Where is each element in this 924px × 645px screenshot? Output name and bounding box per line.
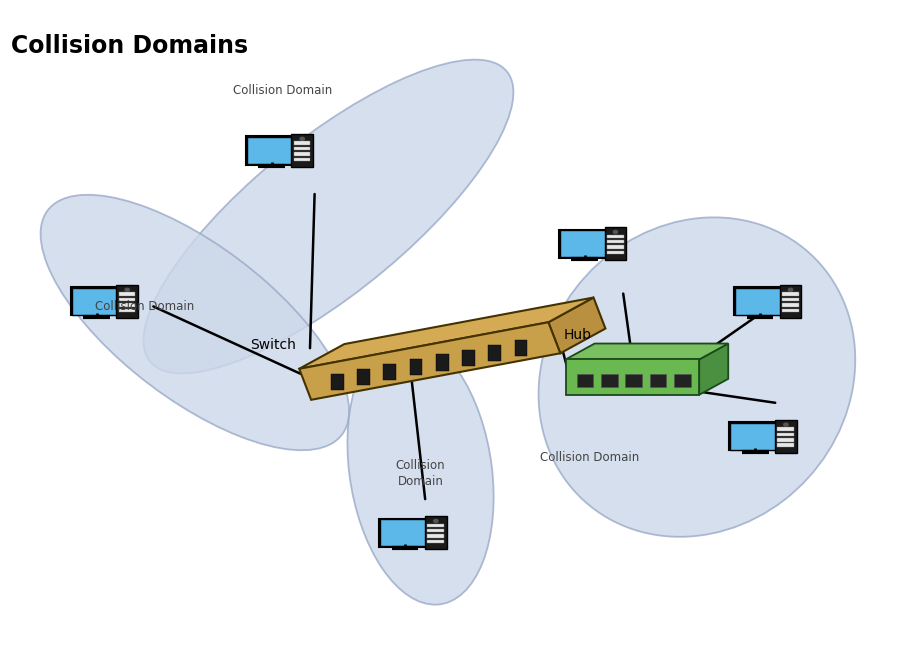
FancyBboxPatch shape: [560, 230, 610, 257]
Circle shape: [614, 230, 617, 233]
Circle shape: [433, 519, 438, 522]
Polygon shape: [436, 355, 449, 370]
Polygon shape: [358, 369, 370, 385]
FancyBboxPatch shape: [782, 303, 798, 306]
Polygon shape: [515, 340, 528, 356]
FancyBboxPatch shape: [782, 308, 798, 312]
Text: Hub: Hub: [563, 328, 591, 342]
FancyBboxPatch shape: [602, 373, 617, 386]
Text: Collision Domain: Collision Domain: [94, 300, 194, 313]
FancyBboxPatch shape: [425, 516, 446, 550]
FancyBboxPatch shape: [294, 152, 310, 155]
FancyBboxPatch shape: [777, 444, 794, 447]
FancyBboxPatch shape: [427, 535, 444, 538]
FancyBboxPatch shape: [777, 433, 794, 436]
FancyBboxPatch shape: [607, 235, 624, 238]
FancyBboxPatch shape: [577, 373, 593, 386]
Polygon shape: [488, 344, 501, 361]
Text: Collision
Domain: Collision Domain: [395, 459, 445, 488]
FancyBboxPatch shape: [427, 540, 444, 543]
FancyBboxPatch shape: [380, 519, 431, 546]
Text: Collision Domain: Collision Domain: [233, 83, 332, 97]
Polygon shape: [299, 297, 593, 369]
FancyBboxPatch shape: [294, 147, 310, 150]
FancyBboxPatch shape: [427, 529, 444, 532]
Polygon shape: [565, 344, 728, 359]
FancyBboxPatch shape: [782, 298, 798, 301]
Polygon shape: [383, 364, 396, 381]
FancyBboxPatch shape: [607, 240, 624, 243]
FancyBboxPatch shape: [626, 373, 642, 386]
FancyBboxPatch shape: [291, 134, 313, 167]
FancyBboxPatch shape: [118, 292, 136, 296]
Text: Collision Domains: Collision Domains: [10, 34, 248, 58]
FancyBboxPatch shape: [118, 298, 136, 301]
FancyBboxPatch shape: [427, 524, 444, 527]
Ellipse shape: [539, 217, 856, 537]
FancyBboxPatch shape: [775, 420, 796, 453]
Polygon shape: [548, 297, 605, 353]
Polygon shape: [299, 322, 560, 400]
FancyBboxPatch shape: [118, 308, 136, 312]
FancyBboxPatch shape: [294, 141, 310, 145]
FancyBboxPatch shape: [118, 303, 136, 306]
Text: Collision Domain: Collision Domain: [540, 451, 638, 464]
Circle shape: [784, 423, 788, 426]
FancyBboxPatch shape: [604, 227, 626, 261]
FancyBboxPatch shape: [294, 157, 310, 161]
Ellipse shape: [143, 59, 514, 373]
FancyBboxPatch shape: [116, 284, 138, 318]
FancyBboxPatch shape: [71, 288, 122, 315]
Polygon shape: [699, 344, 728, 395]
FancyBboxPatch shape: [777, 427, 794, 431]
Polygon shape: [565, 359, 699, 395]
Circle shape: [300, 137, 304, 141]
Circle shape: [125, 288, 129, 292]
FancyBboxPatch shape: [674, 373, 690, 386]
Polygon shape: [331, 374, 344, 390]
FancyBboxPatch shape: [607, 251, 624, 254]
FancyBboxPatch shape: [247, 137, 297, 164]
Polygon shape: [409, 359, 422, 375]
FancyBboxPatch shape: [735, 288, 784, 315]
Polygon shape: [462, 350, 475, 366]
FancyBboxPatch shape: [780, 284, 801, 318]
Circle shape: [788, 288, 793, 292]
Ellipse shape: [347, 336, 493, 604]
Text: Switch: Switch: [250, 338, 297, 352]
FancyBboxPatch shape: [730, 423, 780, 450]
FancyBboxPatch shape: [650, 373, 666, 386]
FancyBboxPatch shape: [782, 292, 798, 296]
Ellipse shape: [41, 195, 349, 450]
FancyBboxPatch shape: [607, 245, 624, 249]
FancyBboxPatch shape: [777, 438, 794, 442]
